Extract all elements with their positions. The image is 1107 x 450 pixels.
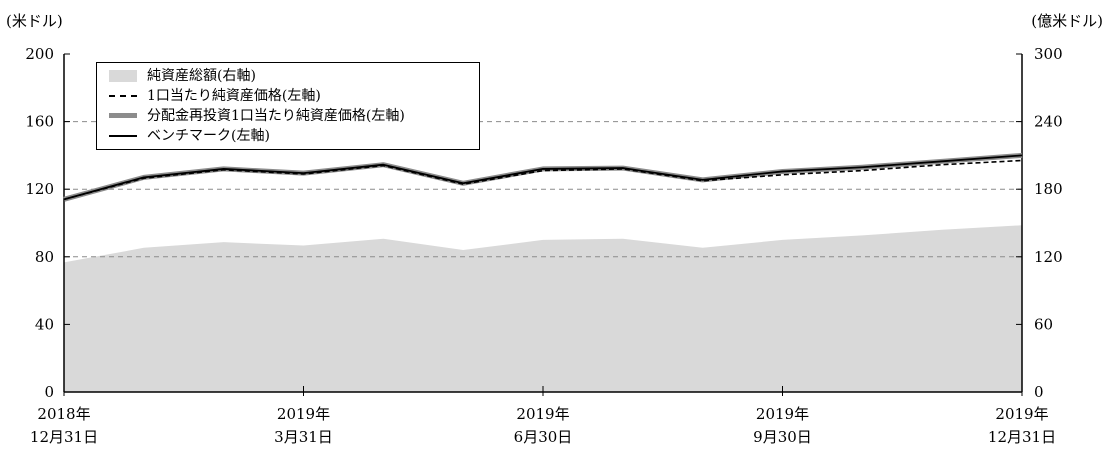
right-axis-tick-label: 60 — [1034, 315, 1053, 333]
legend-label: 分配金再投資1口当たり純資産価格(左軸) — [147, 108, 405, 124]
right-axis-tick-label: 0 — [1034, 383, 1044, 401]
x-axis-tick-label-year: 2019年 — [756, 405, 809, 423]
legend-label: ベンチマーク(左軸) — [147, 128, 270, 144]
legend-item-net-assets: 純資産総額(右軸) — [105, 66, 479, 86]
net-assets-area — [64, 225, 1022, 392]
right-axis-tick-label: 120 — [1034, 248, 1063, 266]
x-axis-tick-label-date: 3月31日 — [274, 428, 333, 446]
x-axis-tick-label-year: 2019年 — [516, 405, 569, 423]
x-axis-tick-label-year: 2019年 — [277, 405, 330, 423]
right-axis-tick-label: 180 — [1034, 180, 1063, 198]
right-axis-tick-label: 300 — [1034, 45, 1063, 63]
legend-swatch-dash — [105, 86, 141, 106]
right-axis-unit-label: (億米ドル) — [1031, 12, 1103, 30]
legend-label: 純資産総額(右軸) — [147, 68, 256, 84]
x-axis-tick-label-year: 2019年 — [995, 405, 1048, 423]
left-axis-tick-label: 40 — [35, 315, 54, 333]
left-axis-unit-label: (米ドル) — [6, 12, 63, 30]
left-axis-tick-label: 160 — [25, 113, 54, 131]
legend-item-benchmark: ベンチマーク(左軸) — [105, 126, 479, 146]
reinvested-nav-line — [63, 152, 1023, 202]
legend-item-nav: 1口当たり純資産価格(左軸) — [105, 86, 479, 106]
x-axis-tick-label-year: 2018年 — [37, 405, 90, 423]
nav-line — [63, 159, 1023, 201]
left-axis-tick-label: 0 — [44, 383, 54, 401]
legend-swatch-area — [105, 66, 141, 86]
x-axis-tick-label-date: 12月31日 — [30, 428, 98, 446]
x-axis-tick-label-date: 12月31日 — [988, 428, 1056, 446]
left-axis-tick-label: 200 — [25, 45, 54, 63]
left-axis-tick-label: 120 — [25, 180, 54, 198]
benchmark-line — [63, 154, 1023, 201]
x-axis-tick-label-date: 9月30日 — [753, 428, 812, 446]
chart-legend: 純資産総額(右軸) 1口当たり純資産価格(左軸) 分配金再投資1口当たり純資産価… — [96, 62, 480, 150]
legend-label: 1口当たり純資産価格(左軸) — [147, 88, 321, 104]
legend-swatch-solid — [105, 126, 141, 146]
right-axis-tick-label: 240 — [1034, 113, 1063, 131]
left-axis-tick-label: 80 — [35, 248, 54, 266]
x-axis-tick-label-date: 6月30日 — [514, 428, 573, 446]
legend-item-reinvested-nav: 分配金再投資1口当たり純資産価格(左軸) — [105, 106, 479, 126]
legend-swatch-grey — [105, 106, 141, 126]
